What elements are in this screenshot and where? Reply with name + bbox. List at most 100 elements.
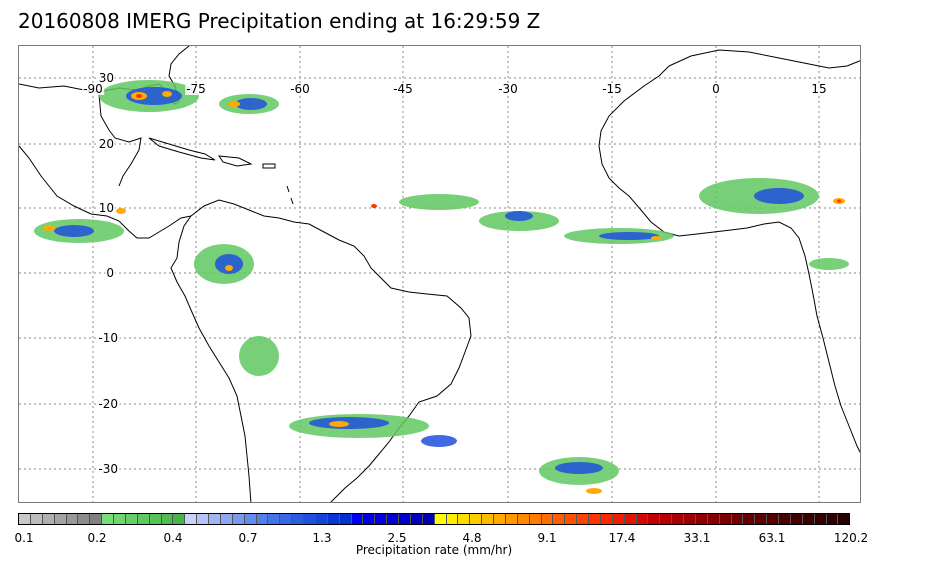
- colorbar-segment: [256, 514, 269, 524]
- lon-label: -75: [185, 82, 207, 96]
- page-title: 20160808 IMERG Precipitation ending at 1…: [18, 9, 541, 33]
- lon-label: 15: [810, 82, 828, 96]
- colorbar-tick: 9.1: [537, 531, 557, 545]
- colorbar-segment: [220, 514, 233, 524]
- coastlines: [19, 46, 860, 502]
- colorbar-segment: [149, 514, 162, 524]
- lat-label: -30: [97, 462, 119, 476]
- colorbar-segment: [125, 514, 138, 524]
- colorbar-segment: [363, 514, 376, 524]
- colorbar-segment: [244, 514, 257, 524]
- colorbar-segment: [731, 514, 744, 524]
- colorbar-segment: [648, 514, 661, 524]
- colorbar-segment: [399, 514, 411, 524]
- colorbar-segment: [315, 514, 328, 524]
- colorbar-segment: [779, 514, 791, 524]
- map-panel: -90 -75 -60 -45 -30 -15 0 15 30 20 10 0 …: [18, 45, 861, 503]
- colorbar-segment: [102, 514, 114, 524]
- lat-label: -20: [97, 397, 119, 411]
- lat-label: 20: [97, 137, 115, 151]
- colorbar-segment: [826, 514, 839, 524]
- colorbar-segment: [19, 514, 31, 524]
- lat-label: -10: [97, 331, 119, 345]
- colorbar-segment: [719, 514, 732, 524]
- colorbar-tick: 17.4: [608, 531, 636, 545]
- colorbar-segment: [612, 514, 625, 524]
- colorbar-segment: [66, 514, 79, 524]
- colorbar-segment: [517, 514, 530, 524]
- colorbar-segment: [636, 514, 649, 524]
- colorbar-segment: [790, 514, 803, 524]
- colorbar-tick: 0.4: [163, 531, 183, 545]
- colorbar-segment: [280, 514, 293, 524]
- colorbar-segment: [387, 514, 399, 524]
- colorbar-segment: [577, 514, 589, 524]
- colorbar-segment: [695, 514, 708, 524]
- colorbar-tick: 2.5: [387, 531, 407, 545]
- colorbar-segment: [589, 514, 601, 524]
- colorbar-tick: 1.3: [312, 531, 332, 545]
- colorbar-segment: [660, 514, 673, 524]
- colorbar-segment: [209, 514, 221, 524]
- lon-label: -15: [601, 82, 623, 96]
- colorbar-segment: [90, 514, 103, 524]
- colorbar-segment: [458, 514, 471, 524]
- colorbar-segment: [494, 514, 506, 524]
- colorbar-label: Precipitation rate (mm/hr): [355, 543, 513, 557]
- colorbar-tick: 0.7: [238, 531, 258, 545]
- colorbar-tick: 120.2: [833, 531, 869, 545]
- colorbar-segment: [114, 514, 126, 524]
- lon-label: -30: [497, 82, 519, 96]
- lon-label: -60: [289, 82, 311, 96]
- colorbar-segment: [624, 514, 637, 524]
- colorbar-segment: [327, 514, 340, 524]
- colorbar-segment: [185, 514, 198, 524]
- colorbar-segment: [375, 514, 388, 524]
- colorbar-segment: [838, 514, 850, 524]
- graticule: [19, 46, 860, 502]
- lat-label: 0: [105, 266, 115, 280]
- colorbar-segment: [802, 514, 815, 524]
- colorbar: [18, 513, 850, 525]
- colorbar-segment: [482, 514, 494, 524]
- precipitation: [34, 80, 849, 494]
- colorbar-segment: [434, 514, 447, 524]
- colorbar-segment: [553, 514, 566, 524]
- colorbar-segment: [161, 514, 174, 524]
- colorbar-segment: [268, 514, 281, 524]
- colorbar-tick: 4.8: [462, 531, 482, 545]
- lon-label: 0: [711, 82, 721, 96]
- colorbar-segment: [767, 514, 779, 524]
- colorbar-segment: [565, 514, 578, 524]
- lon-label: -90: [82, 82, 104, 96]
- colorbar-segment: [339, 514, 352, 524]
- colorbar-segment: [42, 514, 55, 524]
- colorbar-tick: 63.1: [758, 531, 786, 545]
- colorbar-segment: [30, 514, 43, 524]
- colorbar-segment: [755, 514, 768, 524]
- colorbar-segment: [197, 514, 209, 524]
- colorbar-segment: [422, 514, 435, 524]
- colorbar-segment: [232, 514, 245, 524]
- map-canvas: [19, 46, 860, 502]
- colorbar-segment: [529, 514, 542, 524]
- colorbar-segment: [351, 514, 364, 524]
- colorbar-segment: [600, 514, 613, 524]
- colorbar-segment: [470, 514, 483, 524]
- colorbar-tick: 0.1: [14, 531, 34, 545]
- colorbar-segment: [173, 514, 186, 524]
- lat-label: 30: [97, 71, 115, 85]
- colorbar-segment: [292, 514, 304, 524]
- colorbar-segment: [446, 514, 459, 524]
- colorbar-segment: [541, 514, 554, 524]
- colorbar-tick: 0.2: [87, 531, 107, 545]
- colorbar-segment: [137, 514, 150, 524]
- colorbar-segment: [743, 514, 756, 524]
- colorbar-segment: [672, 514, 684, 524]
- colorbar-segment: [814, 514, 827, 524]
- lon-label: -45: [392, 82, 414, 96]
- colorbar-segment: [505, 514, 518, 524]
- colorbar-segment: [54, 514, 67, 524]
- colorbar-segment: [410, 514, 423, 524]
- colorbar-segment: [78, 514, 91, 524]
